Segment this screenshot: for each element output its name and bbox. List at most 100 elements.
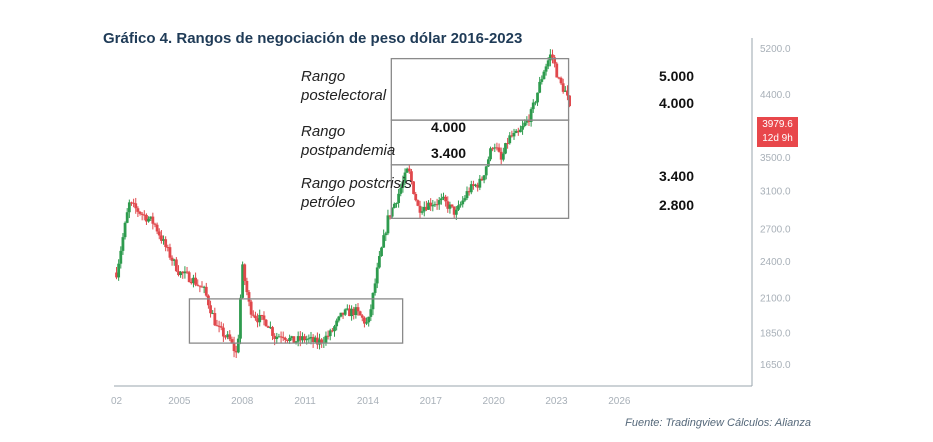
candle-body xyxy=(275,336,279,339)
candle-body xyxy=(414,193,418,201)
candle-body xyxy=(433,204,437,206)
candle-body xyxy=(508,135,512,144)
candle-body xyxy=(164,239,168,248)
y-tick-label: 3500.0 xyxy=(760,153,791,164)
candle-body xyxy=(181,271,185,274)
candle-body xyxy=(172,259,176,261)
candle-body xyxy=(491,148,495,150)
candle-body xyxy=(553,57,557,64)
candle-body xyxy=(207,295,210,306)
candle-body xyxy=(123,222,127,238)
candle-body xyxy=(209,305,212,314)
candle-body xyxy=(119,250,123,264)
candle-body xyxy=(529,109,533,122)
candle-body xyxy=(452,206,456,215)
candle-body xyxy=(548,54,552,61)
range-box xyxy=(390,57,570,121)
candle-body xyxy=(187,272,191,283)
candle-body xyxy=(221,327,225,337)
candle-body xyxy=(142,214,146,216)
range-name-line: Rango xyxy=(301,123,345,140)
candle-body xyxy=(168,247,172,258)
candle-body xyxy=(350,308,353,317)
candle-body xyxy=(514,130,518,133)
candle-body xyxy=(525,119,529,123)
candle-body xyxy=(136,208,140,212)
candle-body xyxy=(230,339,234,343)
candle-body xyxy=(568,95,571,107)
candle-body xyxy=(232,342,236,352)
candle-body xyxy=(288,337,292,341)
candle-body xyxy=(326,335,330,337)
candle-body xyxy=(401,181,405,188)
candle-body xyxy=(335,320,339,327)
candle-body xyxy=(420,211,424,213)
candle-body xyxy=(538,81,542,93)
candle-body xyxy=(281,337,285,339)
candle-body xyxy=(117,263,121,278)
candle-body xyxy=(506,143,510,145)
candle-body xyxy=(337,316,341,321)
current-price-value: 3979.6 xyxy=(762,119,793,130)
candle-body xyxy=(202,286,206,288)
candle-body xyxy=(559,77,563,84)
y-tick-label: 1650.0 xyxy=(760,360,791,371)
candle-body xyxy=(132,202,136,204)
candle-body xyxy=(185,271,189,273)
candle-body xyxy=(348,308,351,317)
candle-body xyxy=(162,239,165,241)
candle-body xyxy=(521,125,524,130)
candle-body xyxy=(313,337,317,343)
current-price-time: 12d 9h xyxy=(762,133,793,144)
candle-body xyxy=(157,231,161,236)
candle-body xyxy=(228,334,232,340)
candle-body xyxy=(463,198,467,201)
candle-body xyxy=(377,256,381,268)
candle-body xyxy=(390,208,394,217)
range-name-line: Rango postcrisis xyxy=(301,175,412,192)
y-tick-label: 2100.0 xyxy=(760,294,791,305)
x-tick-label: 2014 xyxy=(357,396,380,407)
candle-body xyxy=(397,193,401,204)
candle-body xyxy=(262,315,266,320)
candle-body xyxy=(224,336,227,338)
candle-body xyxy=(467,191,471,193)
candle-body xyxy=(480,178,484,181)
candle-body xyxy=(418,205,422,213)
candle-body xyxy=(343,309,347,315)
candle-body xyxy=(501,153,505,160)
candle-body xyxy=(363,317,366,324)
candle-body xyxy=(251,314,255,316)
x-tick-label: 2005 xyxy=(168,396,191,407)
candle-body xyxy=(301,336,304,341)
candle-body xyxy=(283,337,287,340)
candle-body xyxy=(305,339,309,341)
candle-body xyxy=(403,172,407,182)
candle-body xyxy=(219,326,223,328)
candle-body xyxy=(497,147,501,152)
candle-body xyxy=(469,184,473,193)
candle-body xyxy=(392,203,396,209)
range-value-label: 4.000 xyxy=(659,95,694,111)
candle-body xyxy=(531,102,535,110)
candle-body xyxy=(213,313,217,326)
range-box xyxy=(390,119,570,166)
candle-body xyxy=(245,281,249,293)
candle-body xyxy=(177,271,180,276)
candle-body xyxy=(234,351,238,353)
candle-body xyxy=(356,307,360,312)
candle-body xyxy=(127,202,131,213)
candle-body xyxy=(504,143,507,154)
candle-body xyxy=(339,312,343,317)
candle-body xyxy=(527,119,531,122)
candle-body xyxy=(333,326,336,332)
y-tick-label: 1850.0 xyxy=(760,328,791,339)
candle-body xyxy=(115,272,118,278)
candle-body xyxy=(435,204,439,206)
candle-body xyxy=(266,326,270,328)
candle-body xyxy=(442,196,445,199)
candle-body xyxy=(286,339,289,341)
y-tick-label: 2400.0 xyxy=(760,257,791,268)
candle-body xyxy=(215,325,219,327)
candle-body xyxy=(226,334,230,338)
